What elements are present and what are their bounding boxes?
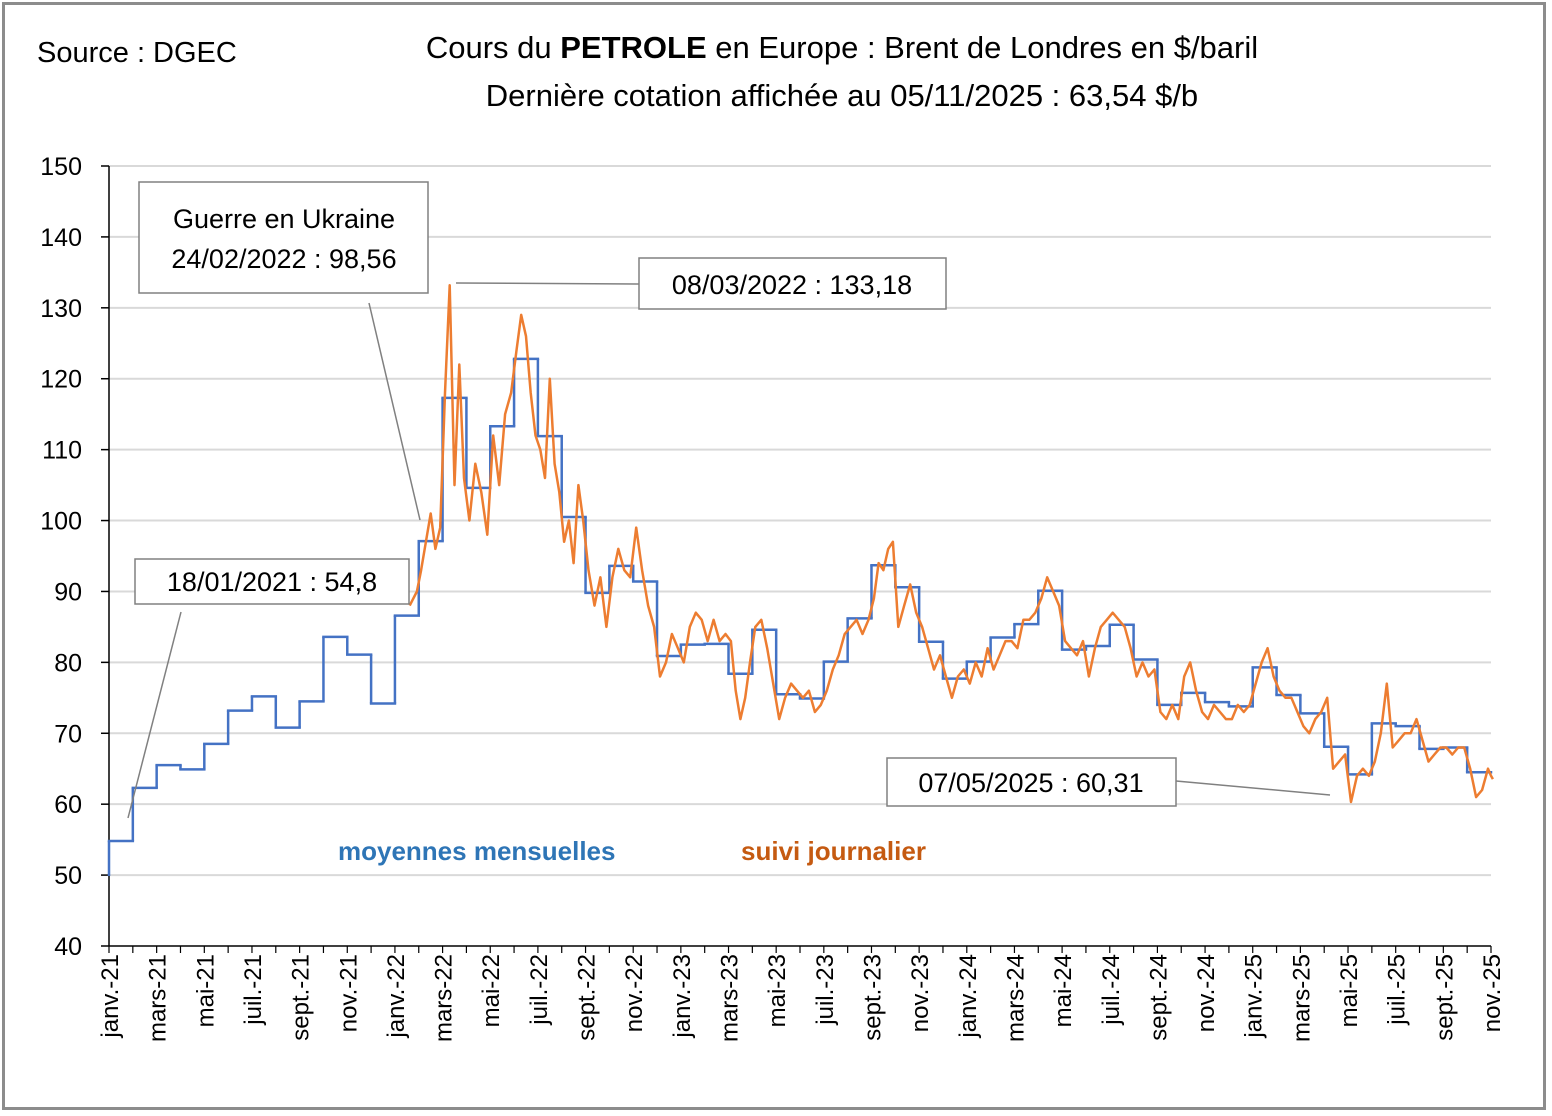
x-tick-label: mars-21 [145,954,172,1042]
legend-daily: suivi journalier [741,836,926,866]
x-tick-label: sept.-23 [859,954,886,1041]
x-tick-label: mars-24 [1002,954,1029,1042]
x-tick-label: juil.-21 [240,954,267,1026]
x-tick-label: nov.-25 [1479,954,1506,1032]
x-axis-ticks: janv.-21 mars-21 mai-21 juil.-21 sept.-21 nov… [97,946,1506,1042]
x-tick-label: janv.-24 [955,954,982,1039]
annotation-may2025-text: 07/05/2025 : 60,31 [918,768,1143,798]
annotation-jan2021-text: 18/01/2021 : 54,8 [167,567,377,597]
x-tick-label: juil.-24 [1098,954,1125,1026]
legend-monthly-average: moyennes mensuelles [338,836,615,866]
x-tick-label: janv.-21 [97,954,124,1039]
y-axis-ticks: 40 50 60 70 80 90 100 110 120 130 140 150 [40,153,109,961]
source-label: Source : DGEC [37,37,237,69]
x-tick-label: mai-24 [1050,954,1077,1027]
daily-price-line [408,284,1494,804]
y-tick-label: 50 [54,862,82,890]
x-tick-label: janv.-23 [669,954,696,1039]
x-tick-label: mai-25 [1336,954,1363,1027]
chart-title: Cours du PETROLE en Europe : Brent de Lo… [426,30,1258,65]
y-tick-label: 90 [54,578,82,606]
x-tick-label: janv.-22 [383,954,410,1039]
x-tick-label: sept.-25 [1431,954,1458,1041]
y-tick-label: 80 [54,649,82,677]
x-tick-label: mai-22 [478,954,505,1027]
x-tick-label: mars-23 [717,954,744,1042]
title-bold: PETROLE [560,30,706,65]
y-tick-label: 120 [40,366,82,394]
title-prefix: Cours du [426,30,560,65]
annotation-leader-may2025 [1175,780,1331,796]
x-tick-label: juil.-23 [812,954,839,1026]
y-tick-label: 130 [40,295,82,323]
x-tick-label: mars-25 [1288,954,1315,1042]
x-tick-label: mai-23 [764,954,791,1027]
x-tick-label: sept.-22 [574,954,601,1041]
x-tick-label: nov.-24 [1193,954,1220,1032]
annotation-peak-text: 08/03/2022 : 133,18 [672,270,912,300]
x-tick-label: nov.-23 [907,954,934,1032]
annotation-ukraine-line2: 24/02/2022 : 98,56 [171,244,396,274]
x-tick-label: mars-22 [431,954,458,1042]
x-tick-label: mai-21 [192,954,219,1027]
x-tick-label: nov.-21 [335,954,362,1032]
annotation-ukraine-line1: Guerre en Ukraine [173,204,395,234]
annotation-leader-ukraine [368,302,421,521]
x-tick-label: sept.-24 [1145,954,1172,1041]
x-tick-label: nov.-22 [621,954,648,1032]
annotation-may-2025: 07/05/2025 : 60,31 [886,757,1177,807]
y-tick-label: 150 [40,153,82,181]
title-suffix: en Europe : Brent de Londres en $/baril [707,30,1258,65]
y-tick-label: 70 [54,720,82,748]
y-tick-label: 140 [40,224,82,252]
x-tick-label: sept.-21 [288,954,315,1041]
y-tick-label: 100 [40,508,82,536]
annotation-peak-2022: 08/03/2022 : 133,18 [638,257,947,310]
annotation-ukraine-war: Guerre en Ukraine 24/02/2022 : 98,56 [138,181,429,294]
chart-subtitle: Dernière cotation affichée au 05/11/2025… [486,78,1198,113]
x-tick-label: juil.-25 [1384,954,1411,1026]
y-tick-label: 110 [42,437,82,465]
monthly-average-series [107,357,1493,876]
y-tick-label: 60 [54,791,82,819]
x-tick-label: juil.-22 [526,954,553,1026]
x-tick-label: janv.-25 [1241,954,1268,1039]
y-tick-label: 40 [54,933,82,961]
annotation-leader-peak [455,282,640,285]
annotation-leader-jan2021 [127,611,182,819]
annotation-jan-2021: 18/01/2021 : 54,8 [134,558,410,605]
